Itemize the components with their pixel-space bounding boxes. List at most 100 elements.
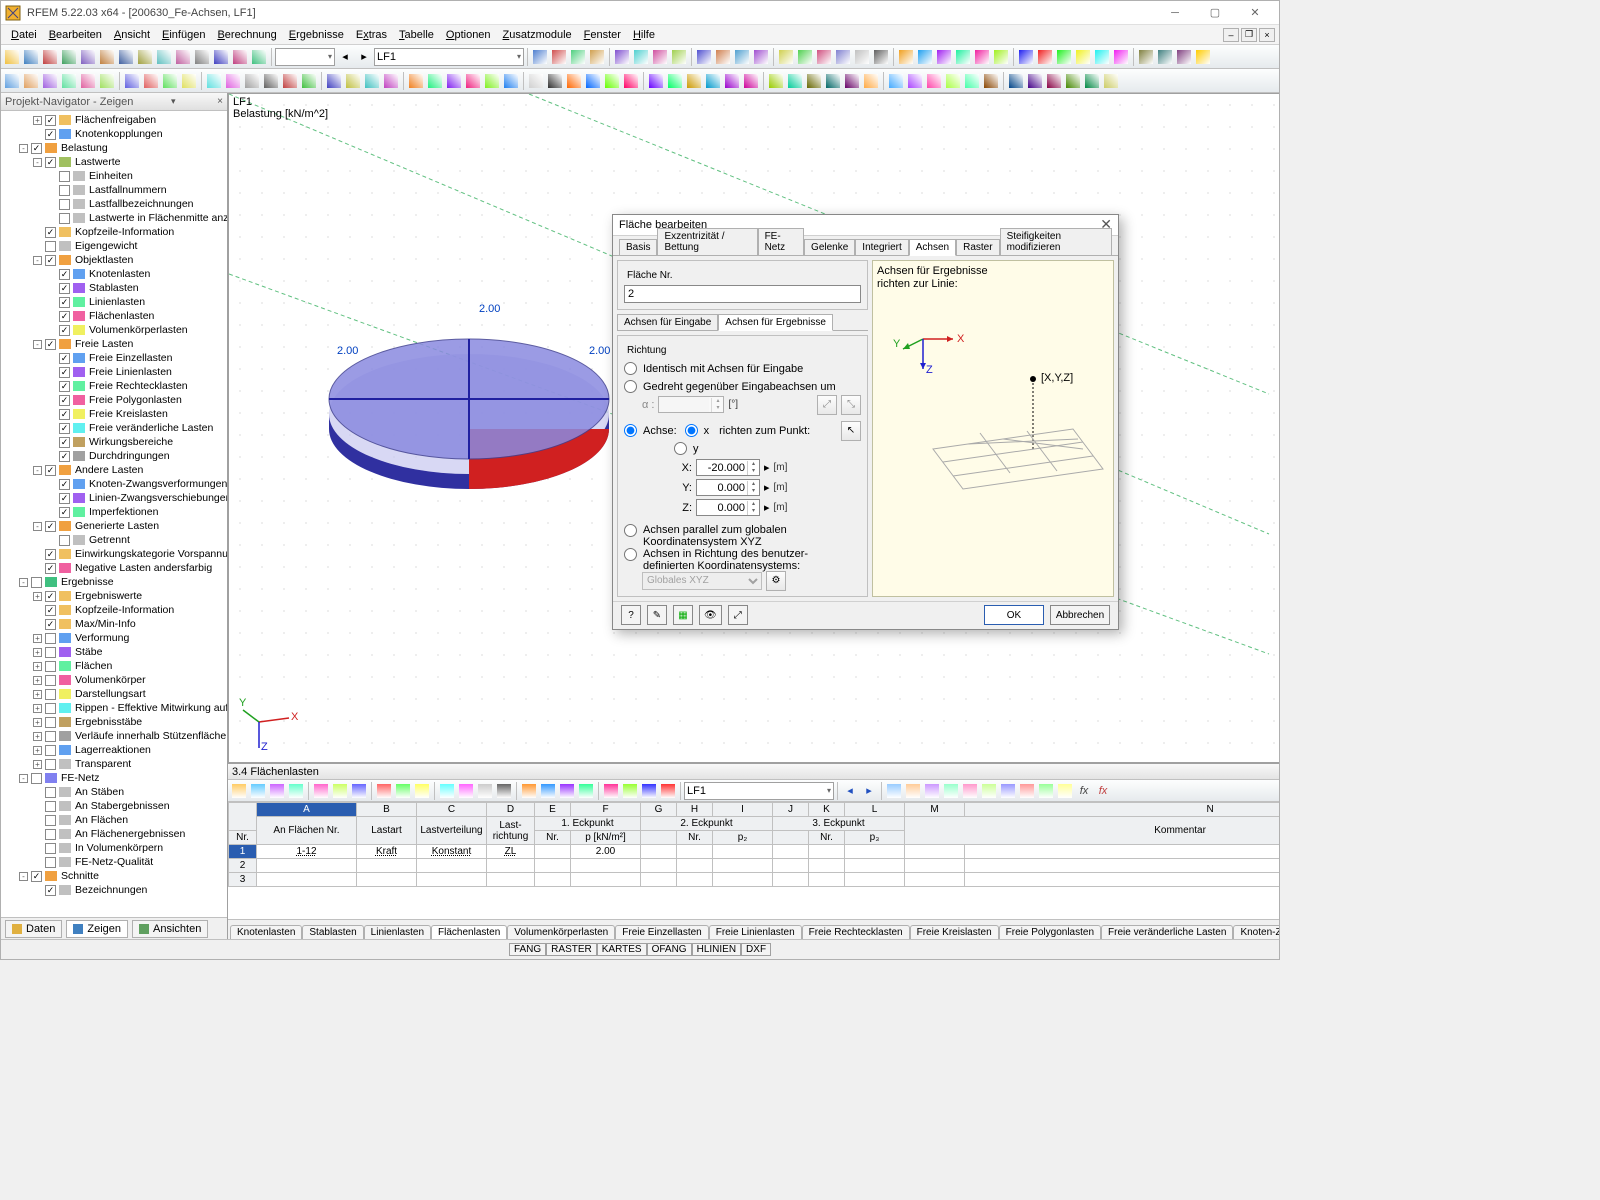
tree-node[interactable]: ✓Freie Kreislasten xyxy=(1,407,227,421)
tp-next[interactable]: ▸ xyxy=(860,782,878,800)
tptab-6[interactable]: Freie Linienlasten xyxy=(709,925,802,939)
tb2-btn-21[interactable] xyxy=(426,72,444,90)
tree-node[interactable]: ✓Linienlasten xyxy=(1,295,227,309)
tb2-btn-29[interactable] xyxy=(584,72,602,90)
tb1-btn-7[interactable] xyxy=(136,48,154,66)
tree-node[interactable]: In Volumenkörpern xyxy=(1,841,227,855)
tb2-btn-22[interactable] xyxy=(445,72,463,90)
tp-btn-10[interactable] xyxy=(438,782,456,800)
tree-node[interactable]: Einheiten xyxy=(1,169,227,183)
tptab-11[interactable]: Knoten-Zwangsverformungen xyxy=(1233,925,1279,939)
tb2-btn-0[interactable] xyxy=(3,72,21,90)
opt-identisch[interactable]: Identisch mit Achsen für Eingabe xyxy=(624,360,861,378)
navtab-ansichten[interactable]: Ansichten xyxy=(132,920,208,938)
tree-node[interactable]: ✓Freie veränderliche Lasten xyxy=(1,421,227,435)
tb1-btn-b2[interactable] xyxy=(569,48,587,66)
tree-node[interactable]: -FE-Netz xyxy=(1,771,227,785)
opt-achse[interactable]: Achse: x richten zum Punkt: ↖ xyxy=(624,422,861,440)
minimize-button[interactable]: ─ xyxy=(1155,2,1195,24)
tb2-btn-24[interactable] xyxy=(483,72,501,90)
dlgtab-4[interactable]: Integriert xyxy=(855,239,908,255)
tb2-btn-42[interactable] xyxy=(843,72,861,90)
tb1-btn-b12[interactable] xyxy=(777,48,795,66)
tb1-btn-b0[interactable] xyxy=(531,48,549,66)
tb1-btn-b26[interactable] xyxy=(1055,48,1073,66)
table-combo[interactable]: LF1▾ xyxy=(684,782,834,800)
tree-node[interactable]: -✓Lastwerte xyxy=(1,155,227,169)
tree-node[interactable]: An Stabergebnissen xyxy=(1,799,227,813)
tp-btn-12[interactable] xyxy=(476,782,494,800)
tp-btn-c0[interactable] xyxy=(885,782,903,800)
table-grid[interactable]: ABCDEFGHIJKLMNAn Flächen Nr.LastartLastv… xyxy=(228,802,1279,919)
tb1-btn-b33[interactable] xyxy=(1194,48,1212,66)
tp-btn-15[interactable] xyxy=(539,782,557,800)
cancel-btn[interactable]: Abbrechen xyxy=(1050,605,1110,625)
menu-ergebnisse[interactable]: Ergebnisse xyxy=(283,27,350,43)
tree-node[interactable]: -✓Generierte Lasten xyxy=(1,519,227,533)
pick-point-btn[interactable]: ↖ xyxy=(841,421,861,441)
tb1-btn-b3[interactable] xyxy=(588,48,606,66)
tree-node[interactable]: ✓Volumenkörperlasten xyxy=(1,323,227,337)
tree-node[interactable]: ✓Freie Einzellasten xyxy=(1,351,227,365)
tb1-btn-b32[interactable] xyxy=(1175,48,1193,66)
tree-node[interactable]: Lastfallbezeichnungen xyxy=(1,197,227,211)
tb2-btn-25[interactable] xyxy=(502,72,520,90)
tb1-btn-b13[interactable] xyxy=(796,48,814,66)
tp-btn-14[interactable] xyxy=(520,782,538,800)
tp-btn-19[interactable] xyxy=(621,782,639,800)
tree-node[interactable]: -✓Schnitte xyxy=(1,869,227,883)
tb2-btn-15[interactable] xyxy=(300,72,318,90)
edit-btn[interactable]: ✎ xyxy=(647,605,667,625)
tb2-btn-14[interactable] xyxy=(281,72,299,90)
tptab-10[interactable]: Freie veränderliche Lasten xyxy=(1101,925,1233,939)
navtab-zeigen[interactable]: Zeigen xyxy=(66,920,128,938)
tree-node[interactable]: ✓Knotenkopplungen xyxy=(1,127,227,141)
dlgtab-6[interactable]: Raster xyxy=(956,239,999,255)
tp-prev[interactable]: ◂ xyxy=(841,782,859,800)
snap-hlinien[interactable]: HLINIEN xyxy=(692,943,741,956)
tb2-btn-23[interactable] xyxy=(464,72,482,90)
tb2-btn-51[interactable] xyxy=(1026,72,1044,90)
tb1-btn-b27[interactable] xyxy=(1074,48,1092,66)
tree-node[interactable]: +✓Ergebniswerte xyxy=(1,589,227,603)
tb2-btn-2[interactable] xyxy=(41,72,59,90)
z-input[interactable] xyxy=(697,500,747,515)
tree-node[interactable]: +Volumenkörper xyxy=(1,673,227,687)
tp-btn-c1[interactable] xyxy=(904,782,922,800)
tb2-btn-40[interactable] xyxy=(805,72,823,90)
snap-kartes[interactable]: KARTES xyxy=(597,943,647,956)
ok-btn[interactable]: OK xyxy=(984,605,1044,625)
tb2-btn-4[interactable] xyxy=(79,72,97,90)
tb2-btn-37[interactable] xyxy=(742,72,760,90)
menu-extras[interactable]: Extras xyxy=(350,27,393,43)
tp-btn-c2[interactable] xyxy=(923,782,941,800)
tb1-btn-6[interactable] xyxy=(117,48,135,66)
tb2-btn-13[interactable] xyxy=(262,72,280,90)
tptab-8[interactable]: Freie Kreislasten xyxy=(910,925,999,939)
tb2-btn-38[interactable] xyxy=(767,72,785,90)
tb2-btn-28[interactable] xyxy=(565,72,583,90)
tb1-btn-b31[interactable] xyxy=(1156,48,1174,66)
tb2-btn-52[interactable] xyxy=(1045,72,1063,90)
tb2-btn-46[interactable] xyxy=(925,72,943,90)
coord-sys-btn[interactable]: ⚙ xyxy=(766,571,786,591)
tree-node[interactable]: ✓Flächenlasten xyxy=(1,309,227,323)
tb1-btn-12[interactable] xyxy=(231,48,249,66)
menu-bearbeiten[interactable]: Bearbeiten xyxy=(43,27,108,43)
tree-node[interactable]: +Stäbe xyxy=(1,645,227,659)
tb2-btn-7[interactable] xyxy=(142,72,160,90)
dlgtab-7[interactable]: Steifigkeiten modifizieren xyxy=(1000,228,1112,255)
tb1-btn-b11[interactable] xyxy=(752,48,770,66)
navtab-daten[interactable]: Daten xyxy=(5,920,62,938)
tree-node[interactable]: Lastwerte in Flächenmitte anzeigen xyxy=(1,211,227,225)
tp-btn-2[interactable] xyxy=(268,782,286,800)
tb1-btn-b30[interactable] xyxy=(1137,48,1155,66)
tptab-2[interactable]: Linienlasten xyxy=(364,925,431,939)
tb1-btn-1[interactable] xyxy=(22,48,40,66)
dlgtab-5[interactable]: Achsen xyxy=(909,239,956,256)
opt-gedreht[interactable]: Gedreht gegenüber Eingabeachsen um xyxy=(624,378,861,396)
tree-node[interactable]: An Flächen xyxy=(1,813,227,827)
tb2-btn-10[interactable] xyxy=(205,72,223,90)
tree-node[interactable]: +Ergebnisstäbe xyxy=(1,715,227,729)
tp-btn-5[interactable] xyxy=(331,782,349,800)
